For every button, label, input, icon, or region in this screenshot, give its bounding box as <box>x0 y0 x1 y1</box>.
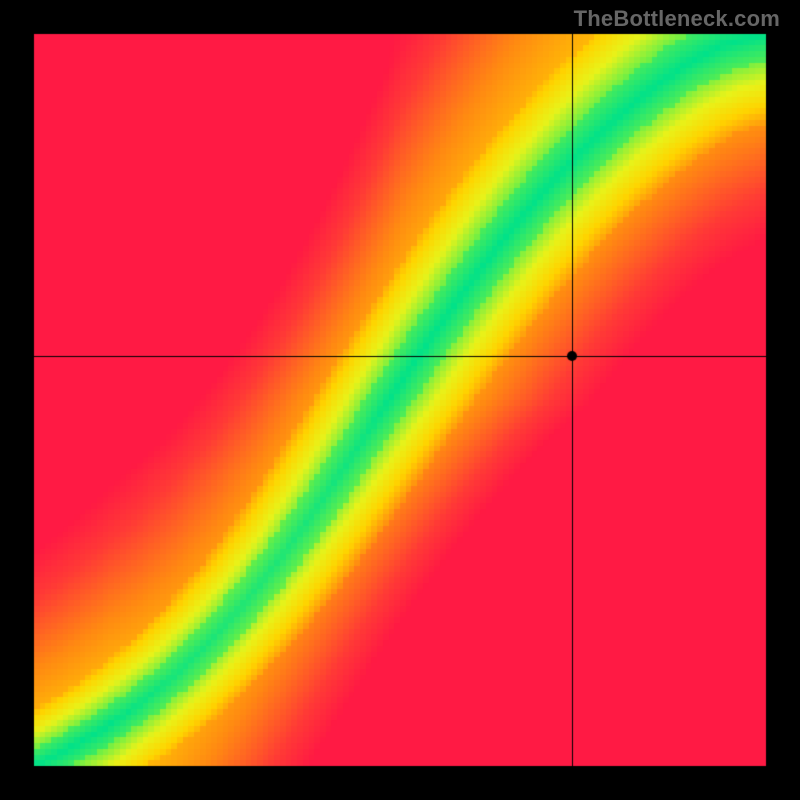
chart-container: TheBottleneck.com <box>0 0 800 800</box>
bottleneck-heatmap <box>0 0 800 800</box>
watermark-text: TheBottleneck.com <box>574 6 780 32</box>
